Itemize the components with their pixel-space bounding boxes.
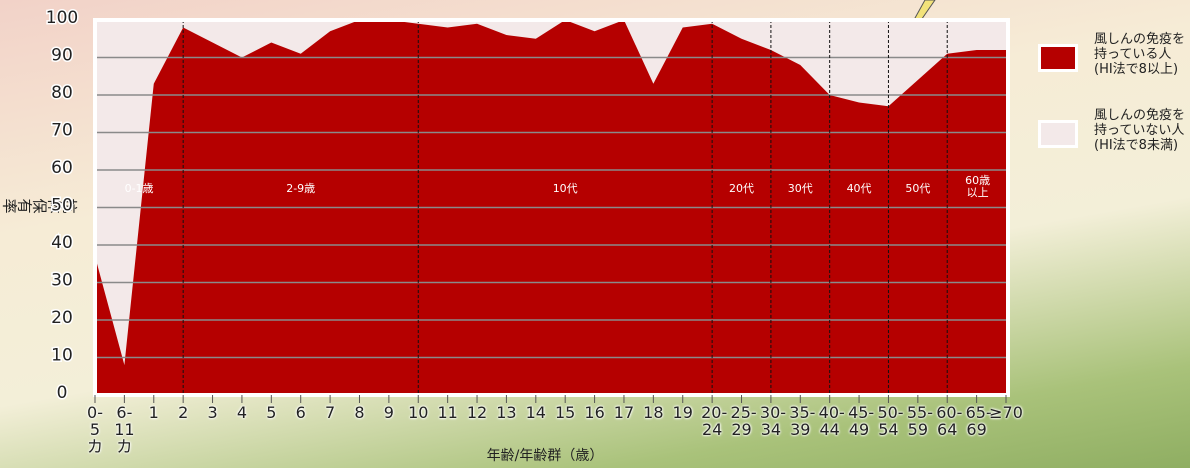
x-axis-title: 年齢/年齢群（歳） bbox=[487, 448, 604, 464]
y-tick-label: 10 bbox=[51, 346, 73, 366]
x-tick-label: 50-54 bbox=[877, 404, 899, 438]
chart: 抗体保有率（%） 年齢/年齢群（歳） 010203040506070809010… bbox=[0, 0, 1190, 468]
x-tick-label: 45-49 bbox=[848, 404, 870, 438]
x-tick-label: 60-64 bbox=[936, 404, 958, 438]
page: 抗体保有率（%） 年齢/年齢群（歳） 010203040506070809010… bbox=[0, 0, 1190, 468]
x-tick-label: 40-44 bbox=[819, 404, 841, 438]
y-tick-label: 50 bbox=[51, 196, 73, 216]
y-tick-label: 20 bbox=[51, 308, 73, 328]
x-tick-label: 19 bbox=[663, 404, 703, 421]
y-tick-label: 40 bbox=[51, 233, 73, 253]
legend-swatch bbox=[1038, 120, 1078, 148]
x-tick-label: 55-59 bbox=[907, 404, 929, 438]
y-tick-label: 100 bbox=[46, 8, 78, 28]
y-tick-label: 80 bbox=[51, 83, 73, 103]
legend-label: 風しんの免疫を 持っていない人 (HI法で8未満) bbox=[1094, 108, 1185, 153]
group-label: 0-1歳 bbox=[109, 183, 169, 195]
x-tick-label: 20-24 bbox=[701, 404, 723, 438]
x-tick-label: 30-34 bbox=[760, 404, 782, 438]
x-tick-label: ≥70 bbox=[986, 404, 1026, 421]
group-label: 60歳 以上 bbox=[948, 175, 1008, 199]
x-tick-label: 35-39 bbox=[789, 404, 811, 438]
y-tick-label: 0 bbox=[57, 383, 68, 403]
y-tick-label: 90 bbox=[51, 46, 73, 66]
legend-item: 風しんの免疫を 持っていない人 (HI法で8未満) bbox=[1038, 108, 1185, 153]
y-tick-label: 30 bbox=[51, 271, 73, 291]
legend-item: 風しんの免疫を 持っている人 (HI法で8以上) bbox=[1038, 32, 1185, 77]
y-tick-label: 70 bbox=[51, 121, 73, 141]
x-tick-label: 65-69 bbox=[966, 404, 988, 438]
x-tick-label: 0-5カ bbox=[84, 404, 106, 455]
legend-swatch bbox=[1038, 44, 1078, 72]
x-tick-label: 6-11カ bbox=[113, 404, 135, 455]
group-label: 50代 bbox=[888, 183, 948, 195]
group-label: 40代 bbox=[829, 183, 889, 195]
y-tick-label: 60 bbox=[51, 158, 73, 178]
group-label: 20代 bbox=[712, 183, 772, 195]
legend-label: 風しんの免疫を 持っている人 (HI法で8以上) bbox=[1094, 32, 1185, 77]
group-label: 2-9歳 bbox=[271, 183, 331, 195]
x-tick-label: 25-29 bbox=[731, 404, 753, 438]
group-label: 10代 bbox=[535, 183, 595, 195]
group-label: 30代 bbox=[770, 183, 830, 195]
